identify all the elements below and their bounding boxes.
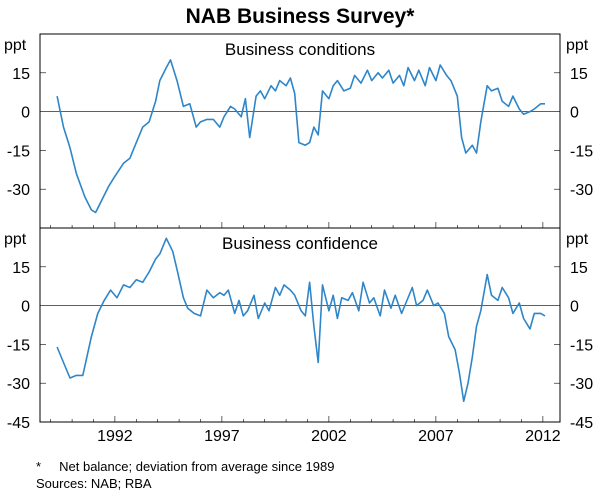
sources-note: Sources: NAB; RBA [36, 476, 152, 491]
y-tick-label-right-business-conditions: -30 [570, 182, 593, 199]
x-tick-label: 2012 [525, 428, 561, 445]
chart-title: NAB Business Survey* [186, 5, 416, 28]
series-lines [56, 59, 546, 403]
y-tick-label-left-business-confidence: 15 [12, 260, 30, 277]
y-tick-label-left-business-confidence: -30 [7, 376, 30, 393]
y-tick-label-right-business-conditions: 0 [570, 105, 579, 122]
y-tick-label-left-business-conditions: 0 [21, 105, 30, 122]
y-tick-label-left-business-conditions: -30 [7, 182, 30, 199]
y-tick-label-right-business-confidence: 0 [570, 299, 579, 316]
y-tick-label-left-business-confidence: 0 [21, 299, 30, 316]
y-tick-label-right-business-confidence: -45 [570, 415, 593, 432]
series-line-business-conditions [56, 59, 545, 214]
panel-frame-business-conditions [39, 33, 561, 229]
unit-label-bottom-left: ppt [4, 231, 27, 248]
y-tick-label-left-business-confidence: -45 [7, 415, 30, 432]
series-line-business-confidence [56, 237, 546, 403]
unit-label-top-left: ppt [4, 37, 27, 54]
panel-label-business-conditions: Business conditions [225, 40, 375, 59]
x-tick-label: 2007 [418, 428, 454, 445]
x-tick-label: 1997 [204, 428, 240, 445]
panel-frame-business-confidence [39, 227, 561, 423]
unit-label-bottom-right: ppt [566, 231, 589, 248]
y-tick-label-right-business-conditions: 15 [570, 66, 588, 83]
axis-ticks: 15 15 0 0 -15 -15 -30 -30 15 15 0 0 -15 -15 -30 -30 -45 -… [7, 66, 593, 445]
y-tick-label-left-business-conditions: 15 [12, 66, 30, 83]
y-tick-label-left-business-confidence: -15 [7, 337, 30, 354]
y-tick-label-right-business-confidence: -15 [570, 337, 593, 354]
y-tick-label-right-business-conditions: -15 [570, 143, 593, 160]
panel-label-business-confidence: Business confidence [222, 234, 378, 253]
y-tick-label-right-business-confidence: -30 [570, 376, 593, 393]
y-tick-label-left-business-conditions: -15 [7, 143, 30, 160]
x-tick-label: 1992 [97, 428, 133, 445]
unit-label-top-right: ppt [566, 37, 589, 54]
y-tick-label-right-business-confidence: 15 [570, 260, 588, 277]
x-tick-label: 2002 [311, 428, 347, 445]
footnote: * Net balance; deviation from average si… [36, 459, 334, 474]
